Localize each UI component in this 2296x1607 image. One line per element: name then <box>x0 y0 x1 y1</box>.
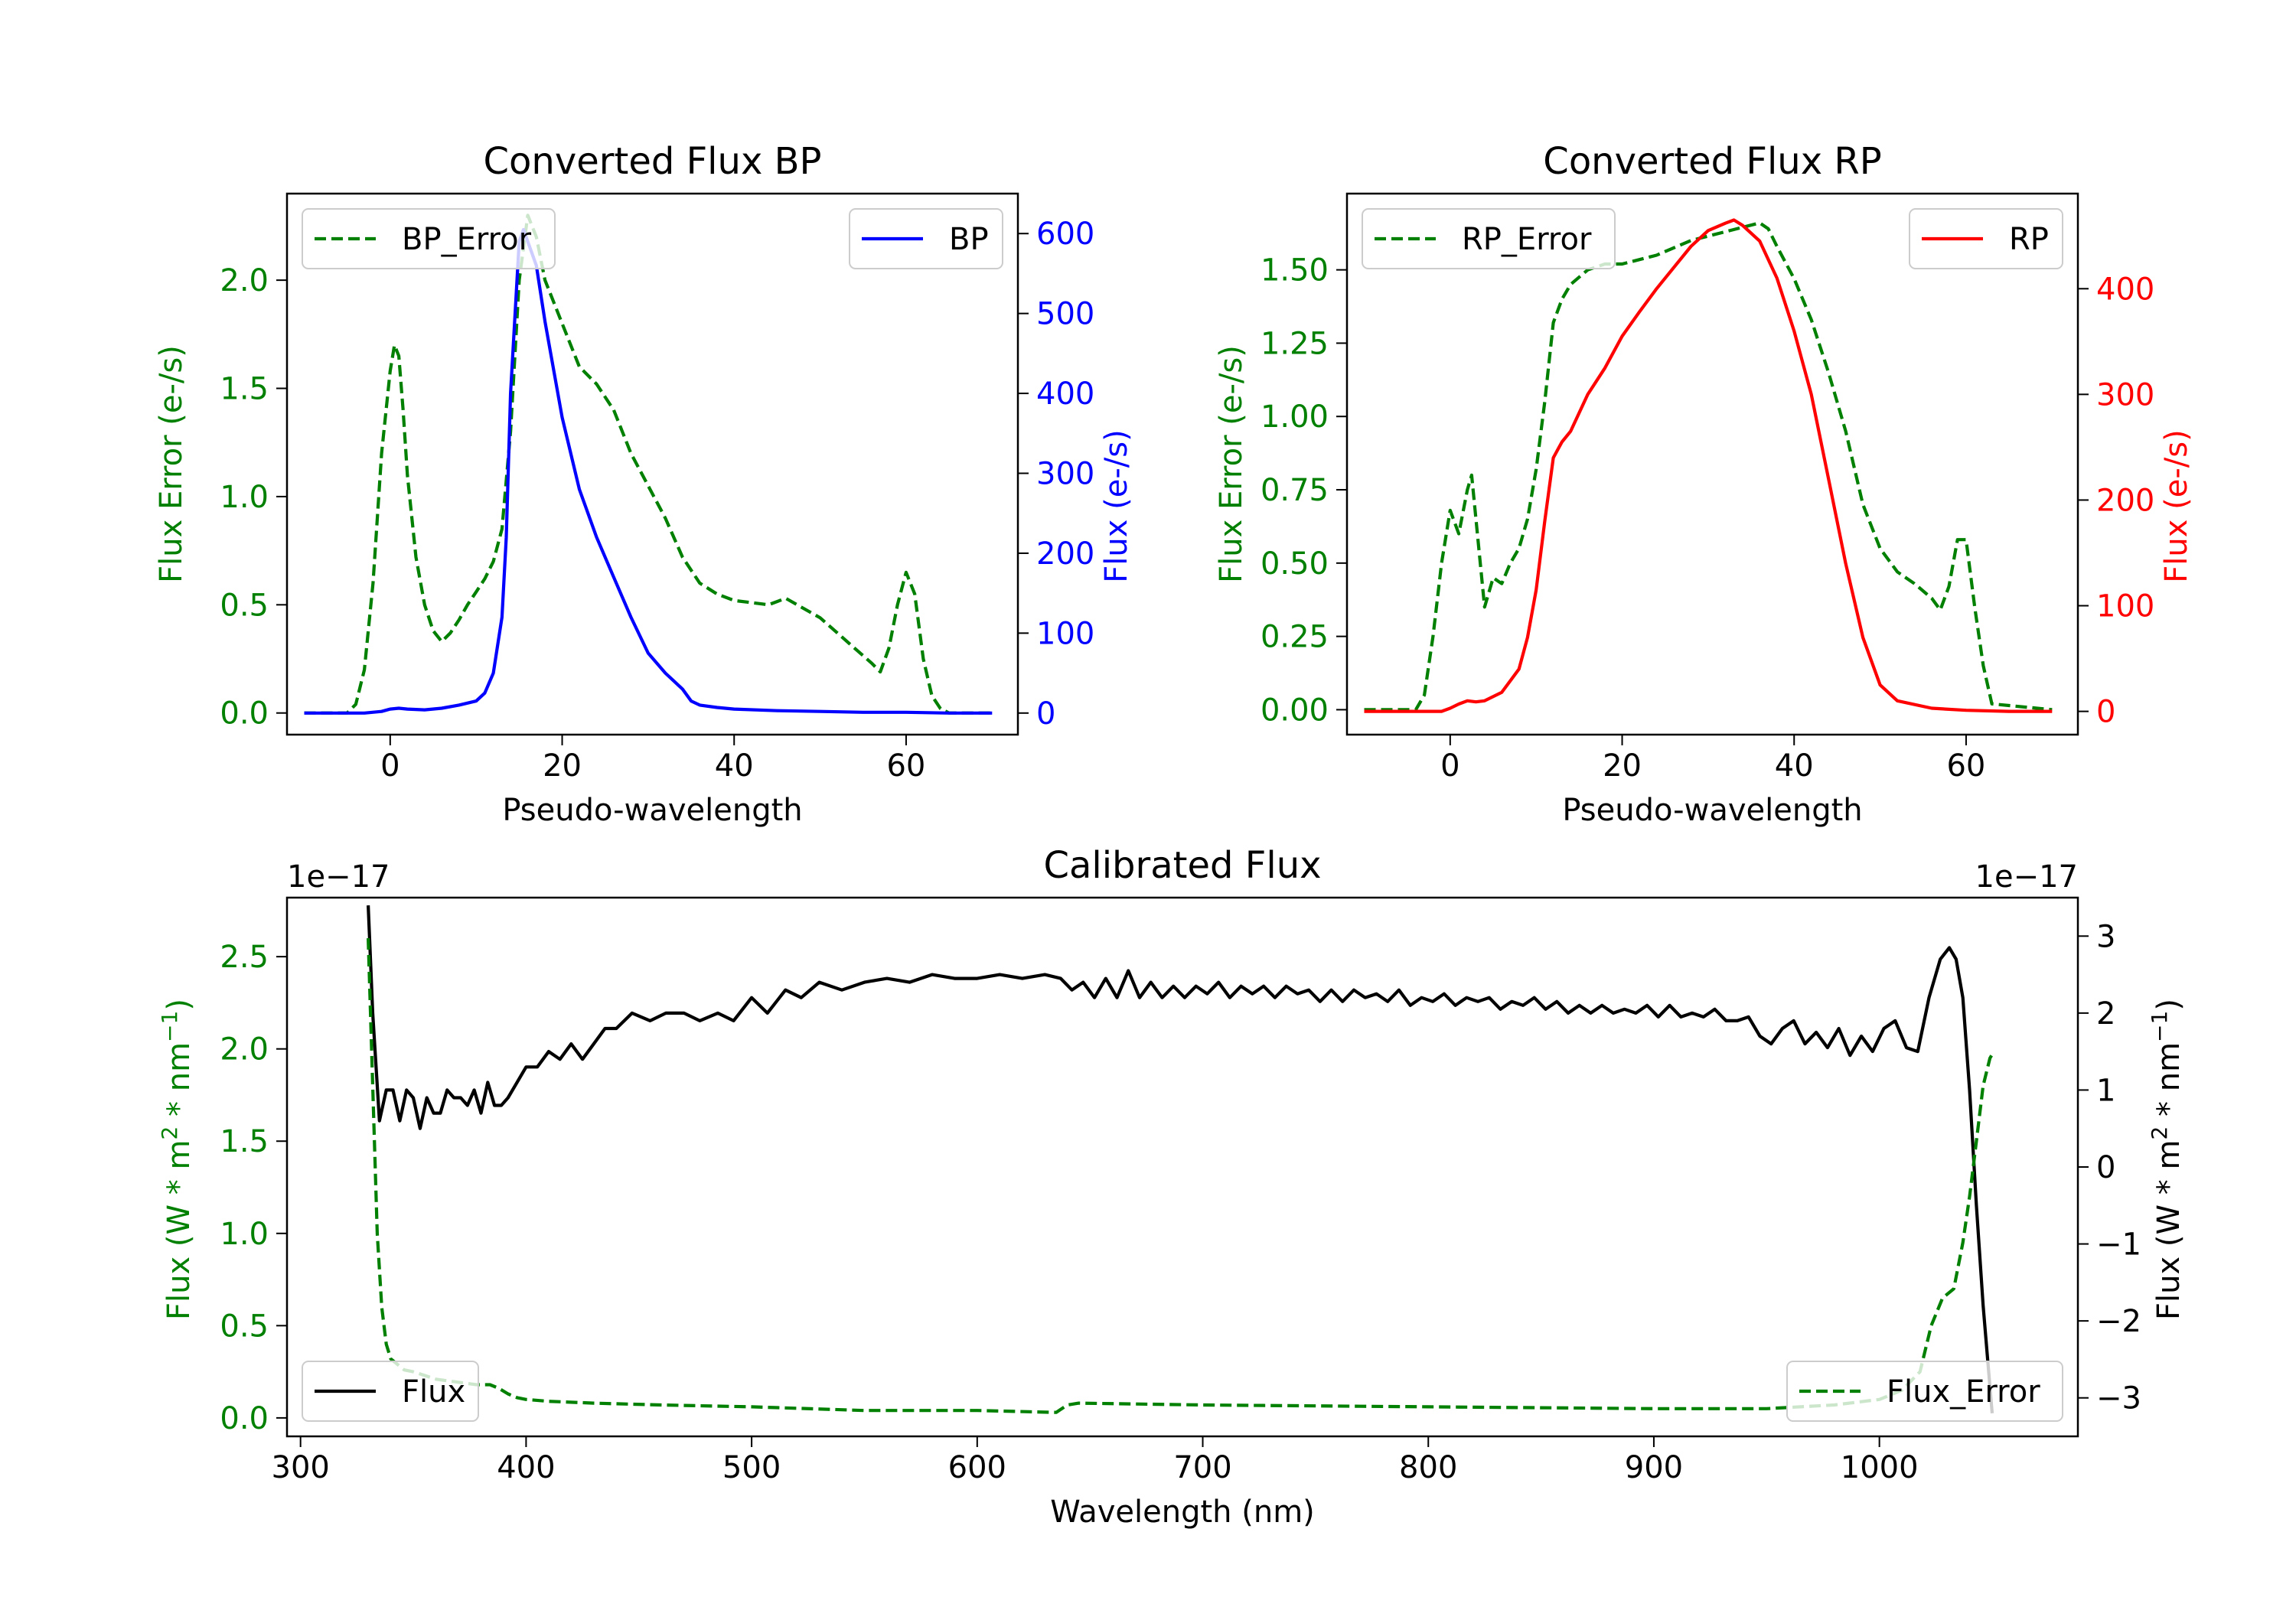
chart-cal: Calibrated Flux 300 400 500 600 700 800 900 1000… <box>157 844 2187 1530</box>
x-axis-label: Wavelength (nm) <box>1050 1495 1315 1530</box>
legend-box <box>1362 208 1616 269</box>
chart-title: Calibrated Flux <box>1043 844 1321 887</box>
legend-label: BP <box>949 222 989 257</box>
legend-rp: RP <box>1909 208 2063 269</box>
x-tick-label: 40 <box>715 748 754 784</box>
y-right-tick-label: 200 <box>1036 536 1094 572</box>
series-line-bp <box>304 227 993 715</box>
y-right-axis-label: Flux (W * m2 * nm−1) <box>2147 999 2187 1320</box>
legend-box <box>1909 208 2063 269</box>
y-right-tick-label: 2 <box>2096 996 2115 1032</box>
y-left-offset-text: 1e−17 <box>287 859 390 895</box>
y-right-tick-label: 300 <box>2096 377 2154 412</box>
y-right-tick-label: 100 <box>2096 589 2154 624</box>
y-left-tick-label: 1.0 <box>220 1217 269 1252</box>
y-right-tick-label: 400 <box>1036 376 1094 412</box>
y-right-tick-label: 100 <box>1036 616 1094 651</box>
series-line-flux <box>367 905 1994 1413</box>
y-right-tick-label: 0 <box>2096 1150 2115 1185</box>
y-right-tick-label: 200 <box>2096 483 2154 518</box>
y-left-tick-label: 1.25 <box>1261 326 1329 361</box>
series-line-rp <box>1364 218 2053 713</box>
x-tick-label: 600 <box>948 1450 1006 1485</box>
x-axis-label: Pseudo-wavelength <box>502 793 802 828</box>
x-tick-label: 20 <box>1603 748 1642 784</box>
legend-flux-error: Flux_Error <box>1786 1361 2063 1422</box>
y-right-axis-label: Flux (e-/s) <box>1099 429 1134 582</box>
chart-title: Converted Flux RP <box>1543 140 1881 183</box>
y-left-tick-label: 1.5 <box>220 1124 269 1159</box>
legend-bp-error: BP_Error <box>302 208 556 269</box>
y-left-tick-label: 0.00 <box>1261 693 1329 728</box>
y-right-tick-label: −1 <box>2096 1227 2141 1263</box>
y-left-axis-label: Flux Error (e-/s) <box>1214 345 1249 583</box>
series-line-rp-error <box>1364 221 2053 712</box>
y-right-tick-label: 500 <box>1036 297 1094 332</box>
y-left-tick-label: 2.5 <box>220 940 269 975</box>
legend-flux: Flux <box>302 1361 479 1422</box>
y-left-tick-label: 2.0 <box>220 1032 269 1068</box>
y-right-tick-label: 3 <box>2096 919 2115 954</box>
x-tick-label: 60 <box>1946 748 1985 784</box>
chart-title: Converted Flux BP <box>484 140 822 183</box>
plot-frame <box>285 192 1019 736</box>
x-tick-label: 40 <box>1775 748 1814 784</box>
legend-box <box>302 208 556 269</box>
x-tick-label: 300 <box>272 1450 330 1485</box>
y-left-axis-label: Flux Error (e-/s) <box>154 345 189 583</box>
y-left-tick-label: 1.0 <box>220 480 269 515</box>
y-left-tick-label: 1.50 <box>1261 253 1329 288</box>
y-left-tick-label: 1.00 <box>1261 399 1329 435</box>
y-left-tick-label: 0.0 <box>220 1401 269 1436</box>
y-right-tick-label: −2 <box>2096 1304 2141 1339</box>
legend-label: Flux_Error <box>1887 1374 2040 1410</box>
x-tick-label: 20 <box>543 748 582 784</box>
legend-box <box>849 208 1003 269</box>
x-tick-label: 1000 <box>1841 1450 1919 1485</box>
y-left-tick-label: 0.5 <box>220 588 269 623</box>
y-right-tick-label: −3 <box>2096 1381 2141 1416</box>
plot-frame <box>285 896 2079 1438</box>
legend-label: RP <box>2009 222 2049 257</box>
x-tick-label: 900 <box>1625 1450 1683 1485</box>
y-left-tick-label: 1.5 <box>220 372 269 407</box>
y-right-tick-label: 400 <box>2096 272 2154 307</box>
x-tick-label: 800 <box>1399 1450 1457 1485</box>
series-line-flux-error <box>367 937 1994 1414</box>
x-tick-label: 0 <box>380 748 400 784</box>
y-right-tick-label: 600 <box>1036 217 1094 252</box>
y-left-tick-label: 0.0 <box>220 696 269 732</box>
legend-label: RP_Error <box>1462 222 1592 257</box>
y-right-tick-label: 0 <box>2096 695 2115 730</box>
y-left-tick-label: 0.50 <box>1261 546 1329 582</box>
legend-bp: BP <box>849 208 1003 269</box>
x-tick-label: 500 <box>722 1450 781 1485</box>
legend-box <box>302 1361 479 1422</box>
y-left-tick-label: 0.25 <box>1261 620 1329 655</box>
chart-rp: Converted Flux RP 0 20 40 60 Pseudo-wavelengt… <box>1214 140 2194 828</box>
legend-rp-error: RP_Error <box>1362 208 1616 269</box>
legend-label: BP_Error <box>402 222 532 257</box>
legend-label: Flux <box>402 1374 465 1410</box>
y-right-axis-label: Flux (e-/s) <box>2159 429 2194 582</box>
legend-box <box>1786 1361 2063 1422</box>
chart-bp: Converted Flux BP 0 20 40 60 Pseudo-wavelengt… <box>154 140 1134 828</box>
y-right-offset-text: 1e−17 <box>1975 859 2078 895</box>
y-right-tick-label: 1 <box>2096 1073 2115 1108</box>
x-tick-label: 60 <box>886 748 925 784</box>
y-left-axis-label: Flux (W * m2 * nm−1) <box>157 999 197 1320</box>
y-right-tick-label: 300 <box>1036 457 1094 492</box>
x-tick-label: 400 <box>497 1450 555 1485</box>
y-left-tick-label: 0.75 <box>1261 473 1329 508</box>
series-line-bp-error <box>304 214 993 715</box>
x-axis-label: Pseudo-wavelength <box>1562 793 1862 828</box>
y-right-tick-label: 0 <box>1036 696 1055 732</box>
x-tick-label: 700 <box>1173 1450 1231 1485</box>
plot-frame <box>1345 192 2079 736</box>
y-left-tick-label: 0.5 <box>220 1309 269 1344</box>
x-tick-label: 0 <box>1440 748 1459 784</box>
y-left-tick-label: 2.0 <box>220 263 269 298</box>
